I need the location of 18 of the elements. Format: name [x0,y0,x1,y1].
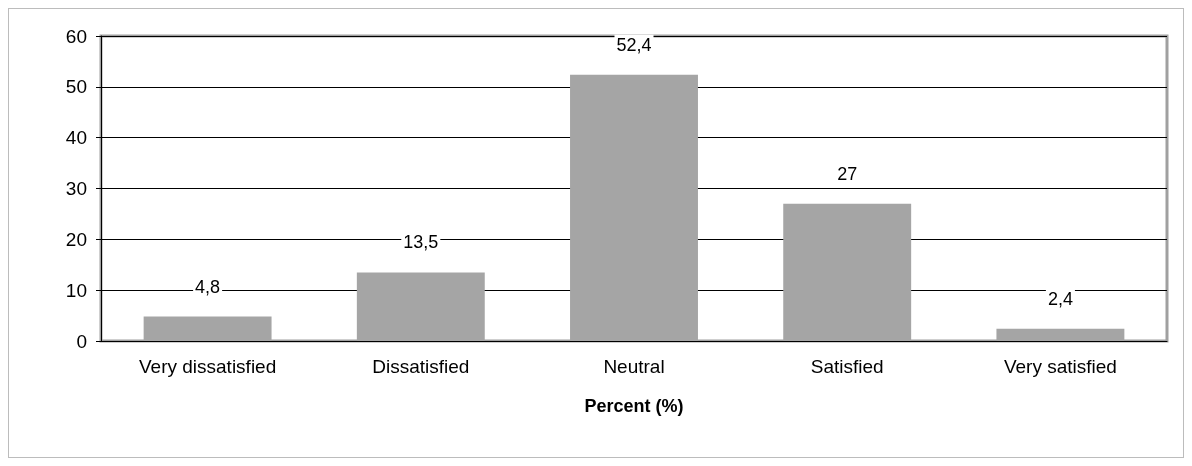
x-axis-title: Percent (%) [584,396,684,416]
data-label: 13,5 [403,232,439,253]
data-label: 4,8 [195,276,221,297]
data-label: 52,4 [616,34,652,55]
y-tick-label: 30 [65,178,87,199]
y-tick-label: 10 [65,279,87,301]
y-tick-label: 60 [65,25,87,47]
data-label: 2,4 [1047,288,1073,309]
x-tick-label: Satisfied [810,356,884,377]
x-tick-label: Dissatisfied [372,356,470,377]
x-tick-label: Very satisfied [1003,356,1117,377]
data-label: 27 [837,163,858,184]
y-tick-label: 20 [65,228,87,250]
y-tick-label: 50 [65,76,87,98]
x-tick-label: Neutral [603,356,665,377]
y-tick-label: 0 [76,330,87,352]
x-tick-label: Very dissatisfied [138,356,277,377]
y-tick-label: 40 [65,127,87,149]
